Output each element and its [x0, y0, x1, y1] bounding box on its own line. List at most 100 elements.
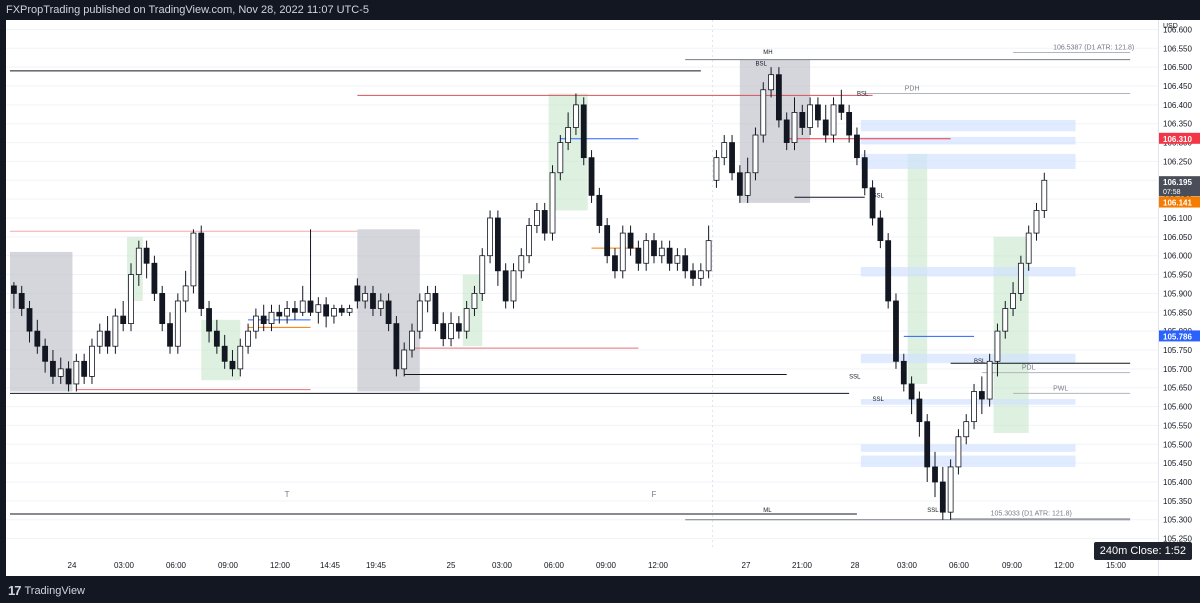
x-tick-7: 25 — [447, 561, 456, 570]
candle-body-17 — [143, 247, 150, 264]
x-tick-5: 14:45 — [320, 561, 341, 570]
price-label-bg-2 — [1159, 196, 1200, 208]
candle-body-11 — [96, 330, 103, 347]
y-tick-0: 106.600 — [1163, 25, 1192, 34]
candle-body-50 — [401, 349, 408, 370]
candle-body-104 — [822, 119, 829, 136]
candle-body-3 — [34, 330, 41, 347]
candle-body-74 — [588, 157, 595, 196]
candle-body-28 — [229, 360, 236, 370]
level-label-1: 105.3033 (D1 ATR: 121.8) — [991, 510, 1072, 517]
candle-body-121 — [955, 436, 962, 468]
candle-body-62 — [494, 217, 501, 272]
y-tick-27: 105.250 — [1163, 535, 1192, 544]
candle-body-91 — [721, 142, 728, 159]
annotation-2: SSL — [873, 193, 885, 199]
candle-body-114 — [900, 360, 907, 385]
candle-body-71 — [565, 127, 572, 143]
candle-body-23 — [190, 232, 197, 287]
candle-body-20 — [167, 323, 173, 347]
y-tick-21: 105.550 — [1163, 421, 1192, 430]
zone-fvg-0 — [860, 119, 1076, 132]
brand-name: TradingView — [24, 584, 86, 597]
x-tick-4: 12:00 — [270, 561, 291, 570]
candle-body-76 — [604, 225, 611, 257]
y-tick-25: 105.350 — [1163, 497, 1192, 506]
y-tick-1: 106.550 — [1163, 44, 1192, 53]
y-tick-15: 105.850 — [1163, 308, 1192, 317]
annotation-7: MH — [763, 50, 772, 56]
x-tick-9: 06:00 — [544, 561, 565, 570]
candle-body-15 — [128, 274, 134, 324]
candle-body-90 — [713, 157, 720, 181]
x-tick-14: 28 — [851, 561, 860, 570]
candle-body-115 — [908, 383, 915, 400]
candle-body-100 — [791, 112, 798, 143]
candle-body-101 — [799, 112, 806, 128]
y-tick-10: 106.100 — [1163, 214, 1192, 223]
candle-body-43 — [346, 308, 353, 313]
candle-body-41 — [331, 308, 337, 317]
candle-body-75 — [596, 194, 603, 226]
candle-body-129 — [1017, 262, 1024, 294]
candle-body-107 — [846, 112, 853, 136]
candle-body-22 — [182, 285, 189, 302]
candle-body-84 — [666, 247, 673, 264]
candle-body-88 — [697, 270, 704, 279]
candle-body-53 — [424, 293, 431, 302]
candle-body-39 — [315, 304, 322, 313]
candle-body-116 — [916, 398, 923, 423]
level-label-2: PDH — [905, 86, 920, 93]
candle-body-95 — [752, 134, 759, 174]
candle-body-105 — [830, 104, 837, 136]
candle-body-66 — [526, 225, 532, 257]
tradingview-logo[interactable]: 17 TradingView — [8, 583, 85, 598]
candle-body-8 — [73, 360, 80, 385]
chart-area[interactable]: 106.5387 (D1 ATR: 121.8) 105.3033 (D1 ATR… — [6, 20, 1158, 576]
candle-body-68 — [541, 210, 548, 234]
candle-body-119 — [939, 481, 946, 513]
candle-body-87 — [690, 270, 696, 279]
candle-body-19 — [159, 293, 166, 324]
price-axis[interactable]: USD 106.600 106.550 106.500 106.450 106.400 10… — [1158, 20, 1200, 576]
candle-body-6 — [57, 368, 64, 377]
candle-body-2 — [26, 308, 33, 332]
candle-body-57 — [455, 323, 462, 332]
price-label-bg-3 — [1159, 330, 1200, 342]
candle-body-1 — [18, 293, 25, 309]
price-label-bg-1 — [1159, 176, 1200, 197]
tradingview-logo-icon: 17 — [8, 583, 22, 598]
y-tick-7: 106.250 — [1163, 157, 1192, 166]
candle-body-97 — [768, 74, 774, 91]
candle-body-83 — [658, 247, 665, 257]
session-label-0: T — [285, 490, 290, 499]
candle-body-59 — [471, 293, 478, 309]
x-tick-15: 03:00 — [897, 561, 918, 570]
candle-body-69 — [549, 172, 556, 234]
candle-body-103 — [815, 104, 821, 121]
candle-body-44 — [354, 285, 361, 302]
candle-body-79 — [627, 232, 634, 249]
candle-body-52 — [416, 300, 423, 332]
candle-body-0 — [11, 285, 17, 294]
candle-body-26 — [213, 330, 220, 347]
candle-body-46 — [370, 293, 376, 309]
y-tick-12: 106.000 — [1163, 252, 1192, 261]
x-tick-12: 27 — [742, 561, 751, 570]
x-tick-3: 09:00 — [218, 561, 239, 570]
candle-body-112 — [885, 240, 892, 302]
session-label-1: F — [652, 490, 657, 499]
candle-body-36 — [292, 308, 298, 313]
price-sub-1: 07:58 — [1163, 189, 1181, 196]
candlestick-chart[interactable]: 106.5387 (D1 ATR: 121.8) 105.3033 (D1 ATR… — [6, 20, 1158, 576]
candle-body-12 — [104, 330, 111, 347]
candle-body-122 — [963, 421, 970, 438]
candle-body-130 — [1025, 232, 1032, 264]
candle-body-61 — [487, 217, 493, 257]
zone-fvg-3 — [860, 267, 1076, 277]
y-tick-23: 105.450 — [1163, 459, 1192, 468]
candle-body-85 — [674, 255, 681, 264]
candle-body-13 — [112, 315, 119, 347]
x-tick-8: 03:00 — [492, 561, 513, 570]
candle-body-86 — [682, 255, 689, 272]
